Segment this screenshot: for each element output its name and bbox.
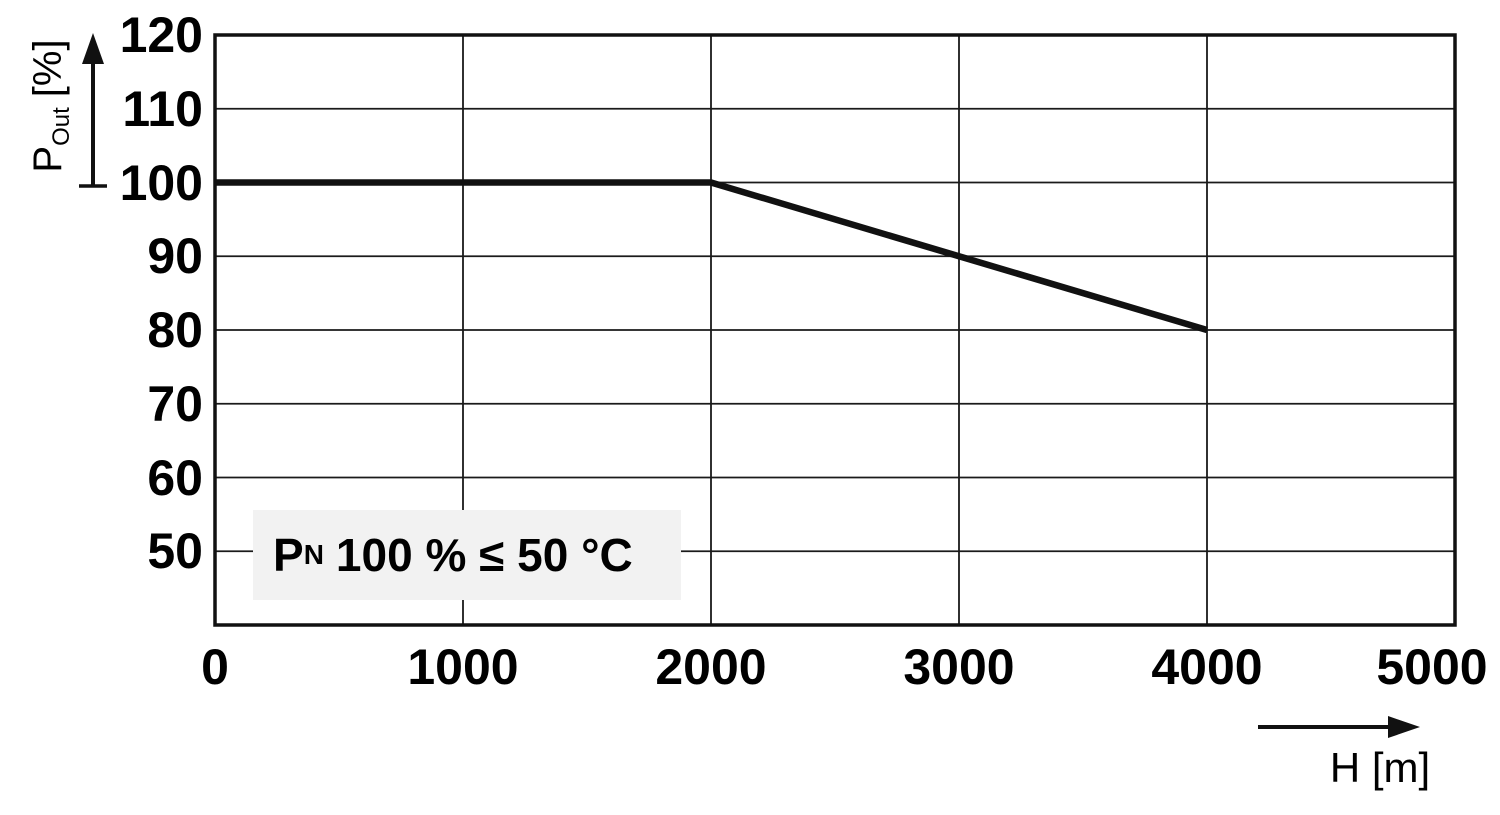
x-tick-label: 1000 bbox=[407, 639, 519, 695]
y-axis-arrow-head-icon bbox=[82, 33, 104, 64]
x-tick-label: 5000 bbox=[1376, 639, 1488, 695]
x-tick-label: 0 bbox=[201, 639, 229, 695]
annotation-rest: 100 % ≤ 50 °C bbox=[335, 529, 633, 581]
y-tick-label: 80 bbox=[147, 302, 203, 358]
y-tick-label: 90 bbox=[147, 228, 203, 285]
y-tick-label: 60 bbox=[147, 449, 203, 506]
y-tick-label: 120 bbox=[119, 7, 203, 63]
y-tick-label: 100 bbox=[119, 154, 203, 211]
x-tick-label: 4000 bbox=[1151, 639, 1263, 695]
data-line-output-power-derating-vs-altitude bbox=[215, 179, 1208, 334]
x-axis-arrow-head-icon bbox=[1388, 716, 1420, 738]
y-tick-label: 70 bbox=[147, 375, 203, 432]
y-tick-label: 50 bbox=[147, 523, 203, 580]
plot-border bbox=[213, 33, 1457, 627]
annotation-base: P bbox=[273, 529, 304, 581]
x-axis-title: H [m] bbox=[1329, 744, 1431, 791]
annotation-box: P N 100 % ≤ 50 °C bbox=[253, 510, 681, 600]
x-tick-label: 2000 bbox=[655, 639, 767, 695]
annotation-sub: N bbox=[303, 539, 324, 570]
y-tick-label: 110 bbox=[122, 80, 203, 137]
x-tick-label: 3000 bbox=[903, 639, 1015, 695]
